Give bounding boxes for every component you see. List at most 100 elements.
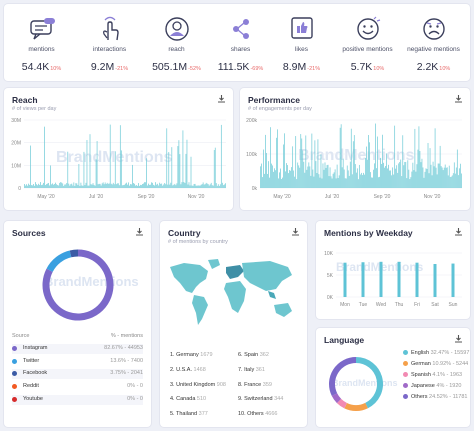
source-row-twitter[interactable]: Twitter 13.6% - 7400 <box>12 357 143 367</box>
source-row-reddit[interactable]: Reddit 0% - 0 <box>12 382 143 392</box>
source-pct: 0% - 0 <box>127 396 143 402</box>
bar <box>276 137 277 188</box>
bar <box>302 150 304 188</box>
country-item[interactable]: 10. Others 4666 <box>238 411 277 417</box>
source-row-youtube[interactable]: Youtube 0% - 0 <box>12 395 143 405</box>
card-subtitle: # of views per day <box>12 106 57 112</box>
chart-watermark: BrandMentions <box>44 274 139 289</box>
bar <box>121 185 123 188</box>
metric-value: 9.2M <box>90 61 115 73</box>
country-item[interactable]: 5. Thailand 377 <box>170 411 208 417</box>
bar <box>381 163 382 188</box>
card-title: Mentions by Weekday <box>324 228 413 238</box>
bar <box>206 183 208 188</box>
bar <box>122 185 124 188</box>
language-item-japanese[interactable]: Japanese 4% - 1920 <box>403 383 461 389</box>
download-icon[interactable] <box>454 227 463 237</box>
metric-reach[interactable]: reach 505.1M-52% <box>143 4 210 81</box>
bar <box>35 182 36 188</box>
bar <box>101 183 103 188</box>
bar <box>412 162 414 188</box>
bar <box>160 183 162 188</box>
bar <box>323 169 325 188</box>
country-item[interactable]: 6. Spain 362 <box>238 352 269 358</box>
metric-interactions[interactable]: interactions 9.2M-21% <box>76 4 143 81</box>
bar <box>97 184 99 188</box>
bar <box>396 165 398 188</box>
metric-label: positive mentions <box>342 46 393 53</box>
bar <box>158 185 160 188</box>
metric-positive-mentions[interactable]: positive mentions 5.7K10% <box>334 4 401 81</box>
world-map[interactable] <box>166 257 302 329</box>
source-row-facebook[interactable]: Facebook 3.75% - 2041 <box>12 369 143 379</box>
card-title: Sources <box>12 228 46 238</box>
country-item[interactable]: 3. United Kingdom 908 <box>170 382 226 388</box>
bar <box>434 128 436 188</box>
bar <box>178 140 180 188</box>
bar <box>146 158 147 188</box>
bar <box>433 264 437 297</box>
map-australia <box>274 303 292 317</box>
bar <box>287 165 288 188</box>
bar <box>184 182 186 188</box>
bar <box>182 130 184 188</box>
legend-dot <box>12 384 17 389</box>
card-subtitle: # of mentions by country <box>168 239 228 245</box>
card-title: Reach <box>12 95 38 105</box>
bar <box>410 177 412 188</box>
bar <box>65 184 67 188</box>
language-item-german[interactable]: German 10.92% - 5244 <box>403 361 468 367</box>
language-item-others[interactable]: Others 24.52% - 11781 <box>403 394 467 400</box>
bar <box>322 163 324 188</box>
metric-shares[interactable]: shares 111.5K-69% <box>207 4 274 81</box>
country-item[interactable]: 9. Switzerland 344 <box>238 396 283 402</box>
user-profile-icon <box>164 17 189 41</box>
country-card: Country # of mentions by country 1. Germ… <box>160 221 307 427</box>
bar <box>451 175 453 188</box>
bar <box>263 149 264 188</box>
bar <box>379 176 380 188</box>
country-item[interactable]: 1. Germany 1679 <box>170 352 213 358</box>
map-greenland <box>208 259 220 269</box>
metric-mentions[interactable]: mentions 54.4K10% <box>8 4 75 81</box>
bar <box>140 184 141 188</box>
metric-likes[interactable]: likes 8.9M-21% <box>268 4 335 81</box>
bar <box>418 126 420 188</box>
bar <box>185 153 187 188</box>
download-icon[interactable] <box>217 94 226 104</box>
bar <box>33 184 34 188</box>
bar <box>368 135 369 188</box>
map-southeast-asia <box>268 291 276 299</box>
metric-label: negative mentions <box>407 46 460 53</box>
source-name: Reddit <box>23 383 39 389</box>
bar <box>445 167 447 188</box>
x-tick-label: Sat <box>431 302 439 308</box>
bar <box>307 166 309 188</box>
country-item[interactable]: 2. U.S.A. 1468 <box>170 367 206 373</box>
country-item[interactable]: 7. Italy 361 <box>238 367 265 373</box>
download-icon[interactable] <box>291 227 300 237</box>
donut-slice <box>355 357 383 409</box>
language-item-english[interactable]: English 32.47% - 15597 <box>403 350 469 356</box>
bar <box>350 128 352 188</box>
download-icon[interactable] <box>454 94 463 104</box>
bar <box>311 133 313 188</box>
x-tick-label: Jul '20 <box>89 194 104 200</box>
bar <box>181 182 183 188</box>
metric-negative-mentions[interactable]: negative mentions 2.2K10% <box>400 4 467 81</box>
x-tick-label: Sun <box>449 302 458 308</box>
metric-value: 5.7K <box>350 61 373 73</box>
y-tick-label: 30M <box>11 118 21 124</box>
language-item-spanish[interactable]: Spanish 4.1% - 1963 <box>403 372 462 378</box>
y-tick-label: 200k <box>246 118 257 124</box>
bar <box>279 172 280 188</box>
source-row-instagram[interactable]: Instagram 82.67% - 44953 <box>12 344 143 354</box>
chart-watermark: BrandMentions <box>332 378 398 388</box>
download-icon[interactable] <box>135 227 144 237</box>
country-item[interactable]: 4. Canada 510 <box>170 396 206 402</box>
donut-slice <box>46 250 72 273</box>
bar <box>431 175 433 188</box>
bar <box>58 185 60 188</box>
country-item[interactable]: 8. France 359 <box>238 382 272 388</box>
download-icon[interactable] <box>454 334 463 344</box>
